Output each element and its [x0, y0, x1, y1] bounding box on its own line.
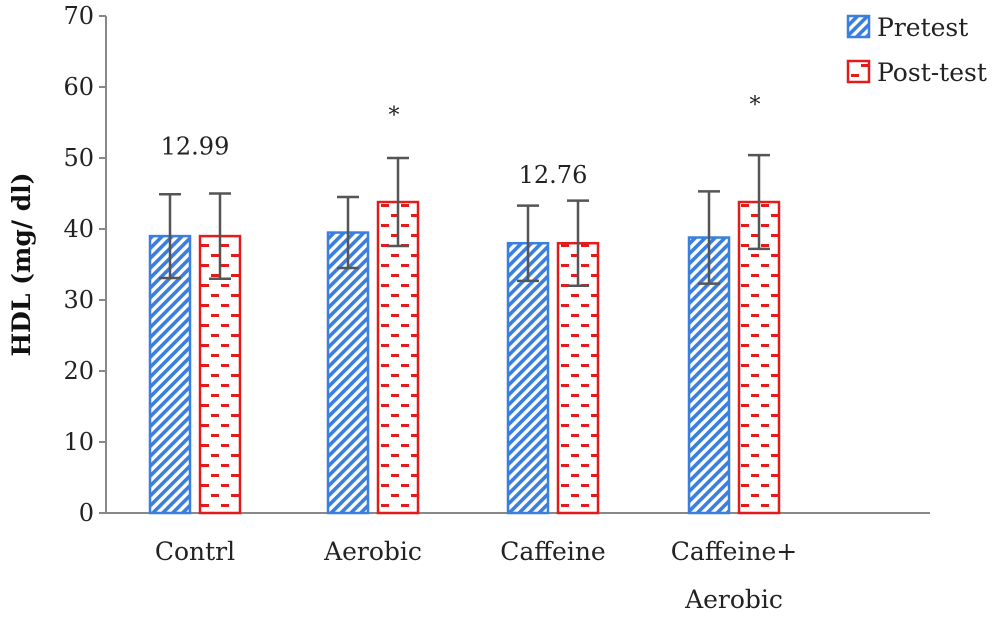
- y-tick-label: 50: [63, 144, 94, 172]
- x-category-label: Caffeine+ Aerobic: [671, 537, 797, 614]
- legend-swatch-post-test: [846, 59, 871, 84]
- legend-label: Pretest: [877, 13, 968, 42]
- x-category-label: Aerobic: [323, 537, 422, 566]
- x-category-label: Contrl: [155, 537, 235, 566]
- x-category-label: Caffeine: [500, 537, 605, 566]
- bar-post-test: [376, 200, 420, 515]
- bars: [148, 153, 781, 515]
- y-tick-label: 20: [63, 357, 94, 385]
- y-axis-title: HDL (mg/ dl): [7, 173, 36, 357]
- y-tick-label: 10: [63, 428, 94, 456]
- annotation-label: 12.76: [519, 161, 588, 189]
- x-category-label-line: Aerobic: [684, 585, 783, 614]
- x-category-label-line: Caffeine+: [671, 537, 797, 566]
- y-tick-label: 30: [63, 286, 94, 314]
- y-tick-label: 70: [63, 2, 94, 30]
- legend-swatch-pretest: [846, 14, 871, 39]
- significance-marker: *: [750, 93, 761, 118]
- y-tick-label: 60: [63, 73, 94, 101]
- significance-marker: *: [389, 104, 400, 129]
- x-category-label-line: Contrl: [155, 537, 235, 566]
- y-tick-label: 0: [79, 499, 94, 527]
- bar-pretest: [506, 241, 550, 515]
- x-category-label-line: Caffeine: [500, 537, 605, 566]
- legend-label: Post-test: [877, 58, 987, 87]
- x-category-label-line: Aerobic: [323, 537, 422, 566]
- axes: 0 10 20 30 40 50 60 70 HDL (mg/ dl) Contrl Aerobic…: [7, 2, 930, 614]
- annotations: 12.99 12.76 * *: [161, 93, 761, 189]
- bar-pretest: [326, 231, 370, 515]
- legend: Pretest Post-test: [846, 13, 987, 87]
- bar-post-test: [198, 234, 242, 515]
- annotation-label: 12.99: [161, 132, 230, 160]
- y-tick-label: 40: [63, 215, 94, 243]
